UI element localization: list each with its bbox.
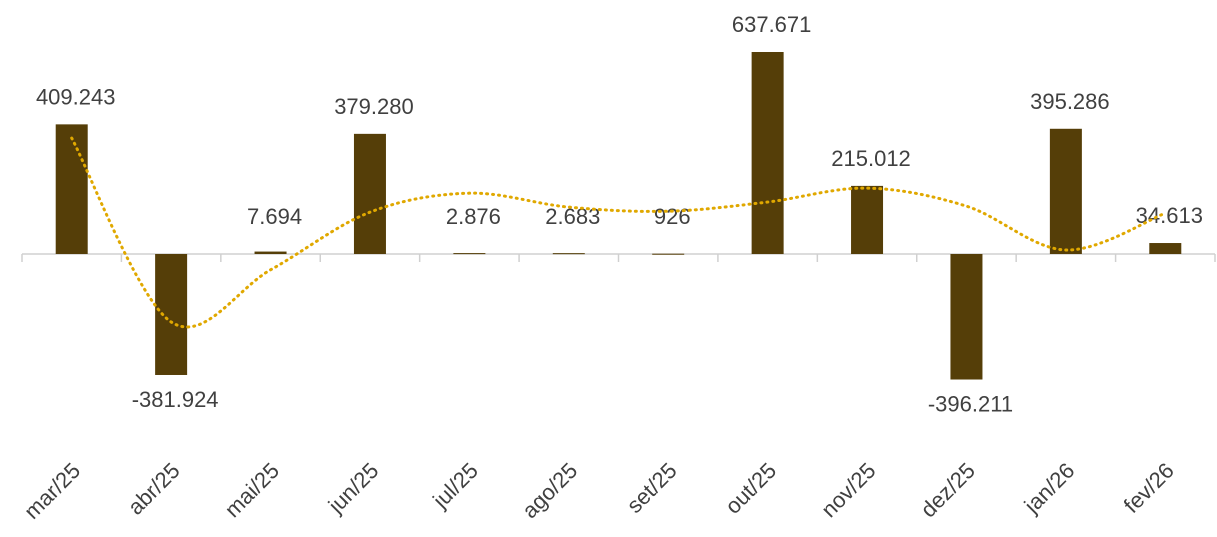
data-label: 637.671 bbox=[732, 12, 812, 37]
x-tick-label: mai/25 bbox=[220, 458, 284, 522]
bar bbox=[1049, 128, 1082, 254]
data-label: 395.286 bbox=[1030, 89, 1110, 114]
data-label: 7.694 bbox=[247, 204, 302, 229]
x-tick-label: abr/25 bbox=[123, 458, 185, 520]
x-tick-label: dez/25 bbox=[916, 458, 980, 522]
bar bbox=[552, 253, 585, 255]
data-label: 409.243 bbox=[36, 84, 116, 109]
bar bbox=[55, 124, 88, 254]
data-label: 215.012 bbox=[831, 146, 911, 171]
x-tick-label: fev/26 bbox=[1119, 458, 1179, 518]
data-label: 2.683 bbox=[545, 204, 600, 229]
data-label: 2.876 bbox=[446, 204, 501, 229]
x-tick-label: ago/25 bbox=[517, 458, 582, 523]
bar bbox=[353, 133, 386, 254]
bar bbox=[155, 254, 188, 375]
bar bbox=[254, 251, 287, 254]
bar bbox=[751, 52, 784, 254]
bar bbox=[652, 253, 685, 255]
data-label: -396.211 bbox=[928, 392, 1013, 417]
x-tick-label: jun/25 bbox=[323, 458, 384, 519]
data-label: -381.924 bbox=[132, 387, 219, 412]
x-tick-label: out/25 bbox=[720, 458, 781, 519]
x-tick-label: jan/26 bbox=[1019, 458, 1080, 519]
x-tick-label: jul/25 bbox=[427, 458, 483, 514]
bar bbox=[1149, 243, 1182, 254]
bar bbox=[851, 185, 884, 254]
x-tick-label: mar/25 bbox=[19, 458, 85, 524]
x-tick-label: set/25 bbox=[622, 458, 682, 518]
bar bbox=[950, 254, 983, 380]
data-label: 379.280 bbox=[334, 94, 414, 119]
x-tick-label: nov/25 bbox=[816, 458, 880, 522]
data-label: 926 bbox=[654, 204, 691, 229]
bar bbox=[453, 253, 486, 255]
data-label: 34.613 bbox=[1136, 203, 1203, 228]
trendline bbox=[70, 136, 1167, 329]
